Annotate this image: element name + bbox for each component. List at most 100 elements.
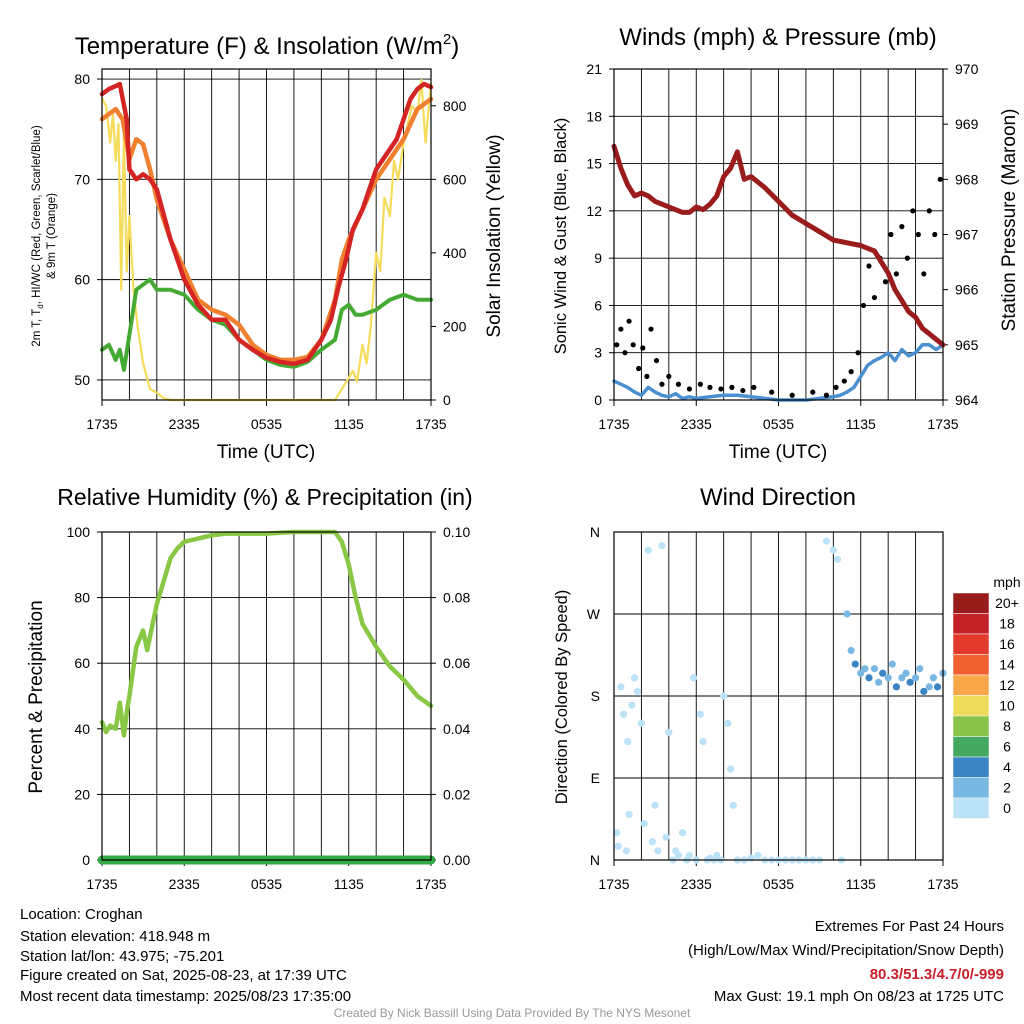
gust-point [823,392,830,398]
gust-point [860,302,867,309]
gust-point [630,342,636,348]
direction-point [754,851,762,860]
winds-ytick-left-label: 3 [594,345,602,361]
direction-point [822,537,831,545]
direction-point [720,692,728,700]
credit-line: Created By Nick Bassill Using Data Provi… [333,1006,691,1020]
direction-point [851,660,859,668]
gust-point [666,373,672,379]
direction-point [613,829,621,837]
info-latlon: Station lat/lon: 43.975; -75.201 [20,948,225,965]
direction-point [879,669,887,677]
gust-point [848,369,854,375]
gust-point [751,384,757,390]
gust-point [910,208,916,214]
gust-point [932,231,938,238]
direction-point [847,646,855,655]
direction-point [929,674,938,682]
winds-xtick-label: 0535 [763,416,794,432]
direction-point [726,765,735,773]
temperature-ylabel-right: Solar Insolation (Yellow) [484,134,505,337]
direction-point [689,674,698,682]
direction-point [874,678,883,686]
legend-label: 20+ [995,595,1019,611]
direction-frame [613,531,944,861]
winds-frame [613,68,944,401]
temperature-title: Temperature (F) & Insolation (W/m2) [75,31,459,60]
humidity-ytick-right-label: 0.00 [443,852,470,868]
temperature-xtick-label: 1735 [415,416,446,432]
winds-ytick-left-label: 6 [594,297,602,313]
winds-ytick-right-label: 967 [955,227,979,243]
winds-xlabel: Time (UTC) [729,442,828,463]
direction-point [888,660,896,668]
gust-point [622,350,628,356]
direction-point [870,665,879,673]
direction-point [911,674,920,682]
direction-point [619,710,628,718]
direction-point [678,829,687,837]
humidity-ytick-right-label: 0.10 [443,524,470,540]
gust-point [686,386,692,392]
direction-point [685,851,693,860]
temperature-ytick-right-label: 600 [443,171,467,187]
winds-ytick-right-label: 970 [955,61,979,77]
direction-point [884,674,892,682]
temperature-ytick-right-label: 200 [443,318,467,334]
humidity-xtick-label: 0535 [251,876,282,892]
direction-point [625,810,633,819]
gust-point [866,263,872,269]
direction-point [920,687,928,696]
direction-point [654,847,662,855]
gust-point [697,381,703,387]
direction-point [829,546,837,554]
humidity-ytick-left-label: 40 [74,721,90,737]
direction-point [696,710,704,718]
gust-point [841,378,847,384]
temperature-ytick-right-label: 800 [443,98,467,114]
gust-point [937,176,943,182]
winds-ytick-left-label: 9 [594,250,602,266]
gust-point [648,326,654,332]
humidity-ytick-left-label: 100 [67,524,91,540]
direction-ytick-label: S [591,688,600,704]
gust-point [904,255,910,261]
direction-point [933,683,942,691]
direction-point [925,683,933,691]
direction-ytick-label: W [587,606,601,622]
winds-ytick-left-label: 12 [586,203,602,219]
legend-swatch [952,633,990,655]
gust-point [636,365,642,372]
humidity-ytick-left-label: 60 [74,655,90,671]
winds-ytick-right-label: 964 [955,392,979,408]
humidity-ylabel-left: Percent & Precipitation [26,600,47,793]
gust-point [614,342,620,348]
direction-point [729,801,737,809]
direction-point [865,674,873,682]
direction-point [614,842,622,850]
temperature-ytick-right-label: 0 [443,392,451,408]
direction-xtick-label: 1735 [927,876,958,892]
winds-ytick-right-label: 969 [955,116,979,132]
gust-point [707,384,713,390]
direction-ytick-label: N [590,524,600,540]
humidity-ytick-right-label: 0.02 [443,786,470,802]
winds-xtick-label: 1135 [846,416,876,432]
temperature-ylabel-left-line2: & 9m T (Orange) [46,193,58,279]
extremes-values: 80.3/51.3/4.7/0/-999 [869,966,1004,983]
winds-ytick-left-label: 18 [586,108,602,124]
direction-point [628,701,636,709]
legend-label: 18 [999,616,1015,632]
insolation-line [100,78,433,402]
winds-ytick-right-label: 966 [955,282,979,298]
legend-label: 16 [999,636,1015,652]
humidity-xtick-label: 1735 [415,876,446,892]
winds-xtick-label: 1735 [598,416,629,432]
legend-swatch [952,654,990,676]
legend-swatch [952,592,990,614]
direction-point [640,819,648,828]
direction-point [724,719,732,727]
legend-swatch [952,756,990,778]
direction-title: Wind Direction [700,484,856,511]
